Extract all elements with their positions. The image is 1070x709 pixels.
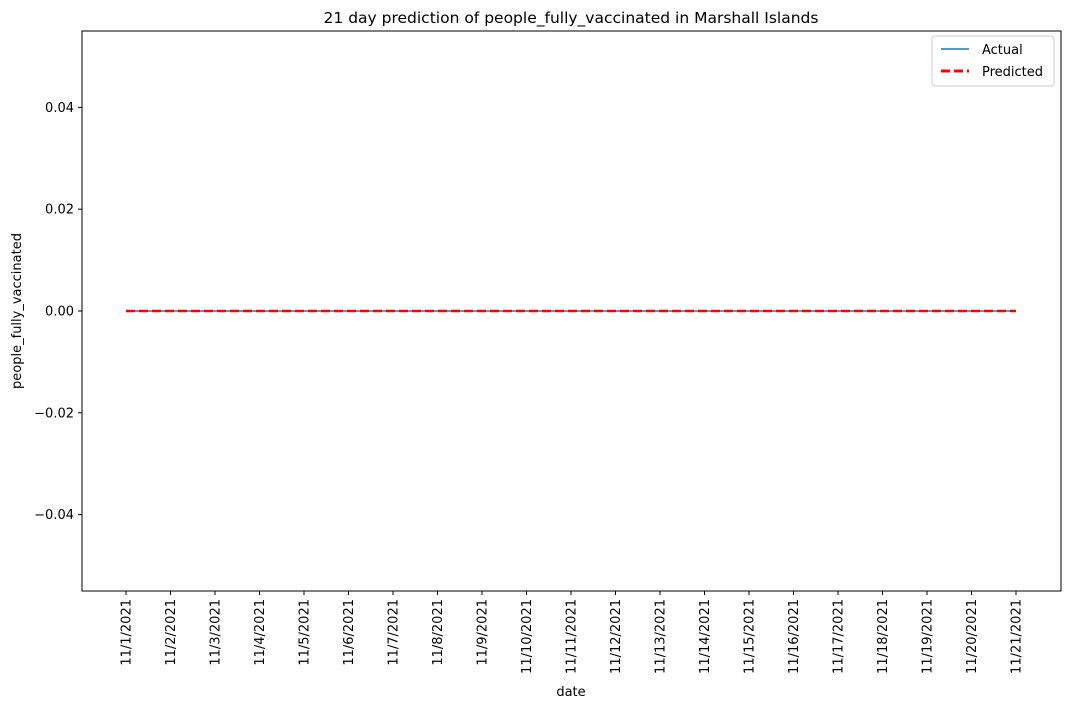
x-tick-label: 11/12/2021 bbox=[609, 599, 624, 674]
x-tick-label: 11/21/2021 bbox=[1010, 599, 1025, 674]
x-tick-label: 11/9/2021 bbox=[476, 599, 491, 666]
x-tick-label: 11/11/2021 bbox=[565, 599, 580, 674]
y-tick-label: −0.04 bbox=[34, 508, 74, 523]
y-tick-label: 0.00 bbox=[45, 305, 74, 320]
x-tick-label: 11/20/2021 bbox=[965, 599, 980, 674]
x-tick-label: 11/8/2021 bbox=[431, 599, 446, 666]
x-tick-label: 11/6/2021 bbox=[342, 599, 357, 666]
x-tick-label: 11/17/2021 bbox=[832, 599, 847, 674]
x-tick-label: 11/16/2021 bbox=[787, 599, 802, 674]
y-axis: 0.04 0.02 0.00 −0.02 −0.04 bbox=[34, 101, 82, 523]
x-tick-label: 11/7/2021 bbox=[387, 599, 402, 666]
y-tick-label: 0.02 bbox=[45, 203, 74, 218]
legend-label-actual: Actual bbox=[982, 43, 1023, 58]
legend: Actual Predicted bbox=[931, 35, 1055, 87]
x-tick-label: 11/18/2021 bbox=[876, 599, 891, 674]
x-tick-label: 11/15/2021 bbox=[743, 599, 758, 674]
y-tick-label: −0.02 bbox=[34, 406, 74, 421]
legend-label-predicted: Predicted bbox=[982, 65, 1043, 80]
x-tick-label: 11/13/2021 bbox=[654, 599, 669, 674]
x-tick-label: 11/1/2021 bbox=[120, 599, 135, 666]
x-tick-label: 11/3/2021 bbox=[209, 599, 224, 666]
x-tick-label: 11/14/2021 bbox=[698, 599, 713, 674]
x-tick-label: 11/19/2021 bbox=[921, 599, 936, 674]
x-tick-label: 11/2/2021 bbox=[164, 599, 179, 666]
y-tick-label: 0.04 bbox=[45, 101, 74, 116]
x-tick-label: 11/5/2021 bbox=[298, 599, 313, 666]
x-tick-label: 11/4/2021 bbox=[253, 599, 268, 666]
y-axis-label: people_fully_vaccinated bbox=[10, 233, 25, 389]
x-tick-label: 11/10/2021 bbox=[520, 599, 535, 674]
x-axis: 11/1/2021 11/2/2021 11/3/2021 11/4/2021 11/5… bbox=[120, 591, 1025, 674]
x-axis-label: date bbox=[556, 685, 585, 700]
chart-title: 21 day prediction of people_fully_vaccin… bbox=[324, 9, 819, 28]
